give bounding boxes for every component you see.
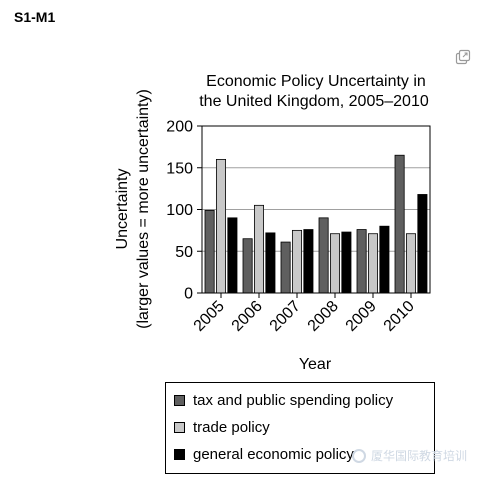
legend-swatch-general — [174, 448, 185, 460]
bar-trade-2007 — [291, 229, 302, 294]
expand-button[interactable] — [452, 46, 474, 68]
legend-item-tax: tax and public spending policy — [174, 388, 393, 412]
x-tick-label: 2007 — [267, 298, 304, 335]
legend-label-general: general economic policy — [193, 445, 354, 463]
bar-trade-2009 — [367, 233, 378, 294]
bar-general-2008 — [341, 231, 352, 294]
x-tick-label: 2010 — [381, 298, 418, 335]
watermark: 厦华国际教育培训 — [352, 447, 467, 464]
chart-title-line1: Economic Policy Uncertainty in — [206, 73, 426, 90]
legend-label-tax: tax and public spending policy — [193, 391, 394, 409]
bar-tax-2006 — [242, 238, 253, 294]
bar-trade-2006 — [253, 204, 264, 294]
bar-tax-2008 — [318, 217, 329, 294]
legend-swatch-tax — [174, 394, 185, 406]
chart-title-line2: the United Kingdom, 2005–2010 — [199, 93, 429, 110]
x-tick-label: 2009 — [343, 298, 380, 335]
bar-trade-2010 — [405, 233, 416, 294]
y-axis-label-line2: (larger values = more uncertainty) — [135, 89, 152, 329]
bar-tax-2007 — [280, 241, 291, 294]
legend-label-trade: trade policy — [193, 418, 270, 436]
bar-general-2005 — [227, 217, 238, 294]
legend-item-general: general economic policy — [174, 442, 354, 466]
chart-legend: tax and public spending policy trade pol… — [165, 382, 435, 474]
expand-icon — [455, 49, 471, 65]
y-tick-label: 0 — [184, 286, 193, 303]
bar-trade-2008 — [329, 233, 340, 294]
bar-trade-2005 — [215, 158, 226, 294]
bar-general-2009 — [379, 225, 390, 294]
x-tick-label: 2006 — [229, 298, 266, 335]
y-tick-label: 200 — [166, 119, 193, 136]
y-tick-label: 50 — [175, 244, 193, 261]
y-axis-label-line1: Uncertainty — [114, 169, 131, 250]
x-axis-label: Year — [299, 356, 332, 373]
bar-chart: Economic Policy Uncertainty in the Unite… — [114, 73, 431, 373]
bar-general-2007 — [303, 229, 314, 294]
bar-tax-2010 — [394, 154, 405, 294]
x-tick-label: 2005 — [191, 298, 228, 335]
bar-tax-2005 — [204, 209, 215, 294]
y-tick-label: 150 — [166, 160, 193, 177]
plot-frame — [201, 125, 431, 294]
legend-swatch-trade — [174, 421, 185, 433]
bar-tax-2009 — [356, 229, 367, 294]
legend-item-trade: trade policy — [174, 415, 270, 439]
bar-general-2006 — [265, 232, 276, 294]
wechat-logo-icon — [352, 448, 366, 463]
bar-general-2010 — [417, 194, 428, 294]
y-tick-label: 100 — [166, 202, 193, 219]
x-tick-label: 2008 — [305, 298, 342, 335]
watermark-text: 厦华国际教育培训 — [371, 449, 468, 463]
section-label: S1-M1 — [14, 9, 56, 25]
